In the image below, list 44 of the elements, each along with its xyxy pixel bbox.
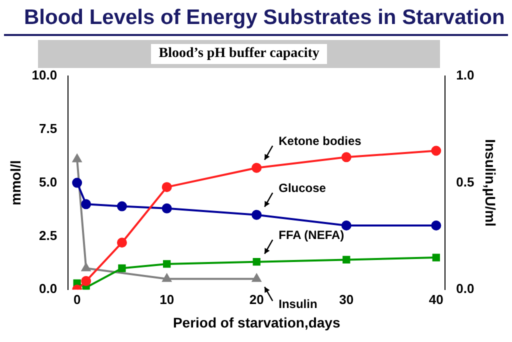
point [162,203,172,214]
chart-title: Blood Levels of Energy Substrates in Starvation [4,0,508,36]
y-axis-title: mmol/l [7,160,24,206]
y-tick-label: 0.0 [39,281,58,296]
point [431,220,442,231]
point [81,276,92,286]
point [432,254,440,262]
x-tick-label: 40 [428,292,444,307]
y2-axis-title: Insulin,µU/ml [482,139,499,227]
point [252,274,262,282]
point [72,178,82,188]
point [81,199,92,210]
point [341,152,352,162]
point [162,274,172,282]
x-tick-label: 20 [249,292,264,307]
point [341,220,352,231]
y-tick-label: 10.0 [32,68,58,83]
point [252,210,262,220]
point [72,154,82,162]
x-tick-label: 0 [73,292,81,307]
point [163,260,171,268]
point [116,238,127,248]
x-tick-label: 10 [160,292,174,307]
point [252,162,262,173]
x-tick-label: 30 [339,292,354,307]
point [118,264,126,272]
series-label: FFA (NEFA) [278,228,344,242]
point [162,182,172,192]
point [82,263,91,272]
point [342,256,350,264]
y-tick-label: 5.0 [39,174,58,190]
y2-tick-label: 1.0 [456,68,474,83]
y2-tick-label: 0.5 [456,174,474,190]
text: Insulin [278,297,318,312]
point [116,201,127,212]
x-axis-title: Period of starvation,days [172,314,340,330]
series-label: Glucose [278,181,326,196]
stippled-panel: Blood’s pH buffer capacity [38,40,440,68]
y2-tick-label: 0.0 [456,281,474,296]
point [431,146,442,156]
point [252,258,260,266]
y-tick-label: 2.5 [39,228,58,243]
series-label: Ketone bodies [278,134,362,148]
y-tick-label: 7.5 [39,120,58,136]
